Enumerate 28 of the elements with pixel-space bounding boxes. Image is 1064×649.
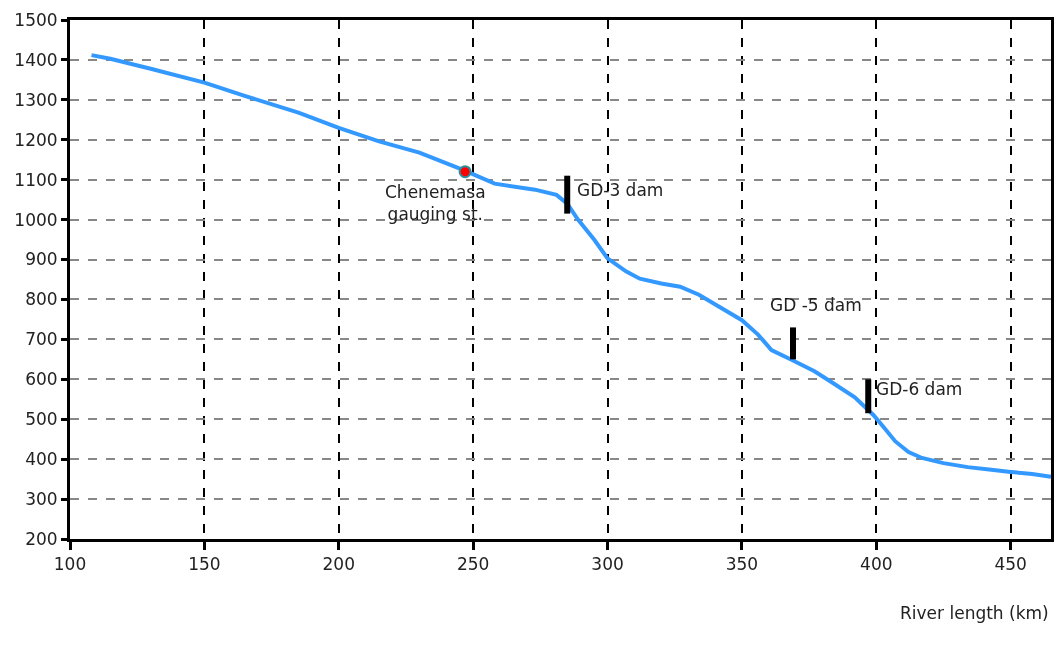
x-tick-label: 300 [591,554,624,575]
y-tick-label: 600 [25,369,58,390]
annotation: Chenemasa gauging st. [385,182,486,225]
x-tick-label: 250 [456,554,490,575]
x-tick-label: 450 [994,554,1027,575]
y-tick-label: 300 [25,489,58,510]
y-tick-label: 1200 [14,129,58,150]
annotation: GD-6 dam [876,379,963,399]
line-series [89,53,1051,479]
y-tick-label: 900 [25,249,58,270]
y-tick-label: 800 [25,289,58,310]
x-tick-label: 100 [53,554,87,575]
x-tick-label: 200 [322,554,355,575]
y-tick-label: 1500 [14,9,58,30]
annotation: GD -5 dam [770,295,862,315]
x-tick-label: 150 [188,554,221,575]
y-tick-label: 200 [25,528,58,549]
y-tick-label: 400 [25,449,58,470]
x-tick-label: 350 [725,554,759,575]
x-axis-title: River length (km) [900,603,1049,623]
x-tick-label: 400 [860,554,893,575]
y-tick-label: 1400 [14,49,58,70]
y-tick-label: 1300 [14,89,58,110]
y-tick-label: 1100 [14,169,58,190]
y-tick-label: 700 [25,329,58,350]
annotation: GD-3 dam [577,180,664,200]
y-tick-label: 500 [25,409,58,430]
y-tick-label: 1000 [14,209,58,230]
